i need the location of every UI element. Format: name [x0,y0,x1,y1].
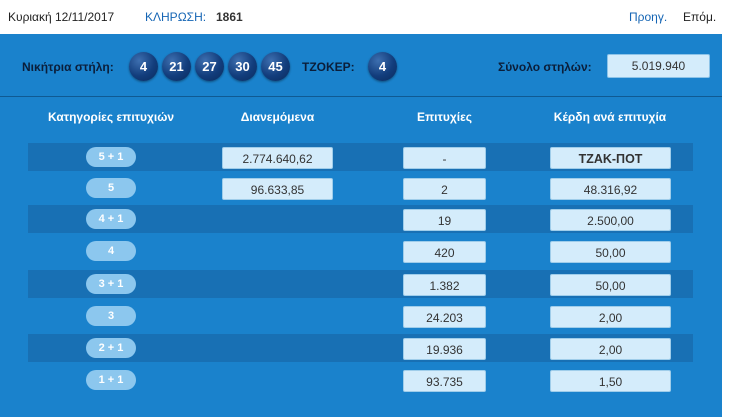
winners-cell: - [403,147,486,169]
distributed-cell: 2.774.640,62 [222,147,333,169]
joker-label: ΤΖΟΚΕΡ: [302,60,355,74]
joker-number-ball: 4 [368,52,397,81]
prize-cell: 1,50 [550,370,671,392]
table-row: 5 96.633,85 2 48.316,92 [28,174,693,202]
table-row: 3 + 1 1.382 50,00 [28,270,693,298]
prize-cell: 48.316,92 [550,178,671,200]
table-row: 4 420 50,00 [28,237,693,265]
category-badge: 3 [86,306,136,326]
category-badge: 5 + 1 [86,147,136,167]
distributed-cell: 96.633,85 [222,178,333,200]
table-row: 3 24.203 2,00 [28,302,693,330]
total-columns-label: Σύνολο στηλών: [498,60,592,74]
category-badge: 3 + 1 [86,274,136,294]
total-columns-value: 5.019.940 [607,54,710,78]
winning-number-ball: 30 [228,52,257,81]
winning-numbers-row: Νικήτρια στήλη: 4 21 27 30 45 ΤΖΟΚΕΡ: 4 … [0,34,722,97]
winning-number-ball: 4 [129,52,158,81]
draw-header: Κυριακή 12/11/2017 ΚΛΗΡΩΣΗ: 1861 Προηγ. … [0,0,733,34]
previous-draw-link[interactable]: Προηγ. [629,10,668,24]
prize-cell: 50,00 [550,274,671,296]
next-draw-link[interactable]: Επόμ. [683,10,717,24]
winning-number-ball: 27 [195,52,224,81]
winning-column-label: Νικήτρια στήλη: [22,60,114,74]
winners-cell: 19 [403,209,486,231]
header-prize: Κέρδη ανά επιτυχία [553,110,667,124]
draw-number: 1861 [216,10,243,24]
table-row: 2 + 1 19.936 2,00 [28,334,693,362]
header-winners: Επιτυχίες [416,110,473,124]
category-badge: 5 [86,178,136,198]
prize-cell: 2,00 [550,338,671,360]
winners-cell: 1.382 [403,274,486,296]
category-badge: 2 + 1 [86,338,136,358]
category-badge: 1 + 1 [86,370,136,390]
table-row: 5 + 1 2.774.640,62 - ΤΖΑΚ-ΠΟΤ [28,143,693,171]
prize-cell: 2,00 [550,306,671,328]
winning-number-ball: 21 [162,52,191,81]
results-panel: Νικήτρια στήλη: 4 21 27 30 45 ΤΖΟΚΕΡ: 4 … [0,34,722,417]
winners-cell: 19.936 [403,338,486,360]
winners-cell: 93.735 [403,370,486,392]
table-row: 4 + 1 19 2.500,00 [28,205,693,233]
winners-cell: 2 [403,178,486,200]
winners-cell: 24.203 [403,306,486,328]
table-row: 1 + 1 93.735 1,50 [28,366,693,394]
prize-cell: 2.500,00 [550,209,671,231]
header-category: Κατηγορίες επιτυχιών [47,110,175,124]
header-distributed: Διανεμόμενα [240,110,315,124]
draw-date: Κυριακή 12/11/2017 [8,10,115,24]
category-badge: 4 + 1 [86,209,136,229]
prize-cell: 50,00 [550,241,671,263]
prize-cell: ΤΖΑΚ-ΠΟΤ [550,147,671,169]
winning-number-ball: 45 [261,52,290,81]
category-badge: 4 [86,241,136,261]
draw-label: ΚΛΗΡΩΣΗ: [145,10,207,24]
winners-cell: 420 [403,241,486,263]
